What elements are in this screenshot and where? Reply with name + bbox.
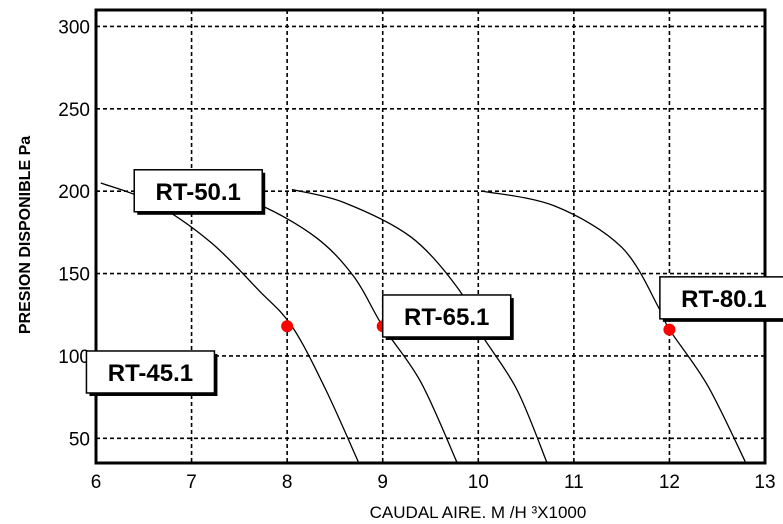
curve-label-RT-50.1: RT-50.1 [133,169,266,215]
y-tick-300: 300 [58,17,90,38]
y-tick-150: 150 [58,265,90,286]
grid [96,10,765,463]
y-tick-50: 50 [69,429,90,450]
x-axis-label: CAUDAL AIRE. M /H ³X1000 [370,503,587,522]
curve-label-box [381,294,512,338]
curve-label-RT-45.1: RT-45.1 [85,350,218,396]
curve-label-text: RT-80.1 [681,286,766,313]
curve-RT-45.1 [100,182,360,464]
curve-label-text: RT-45.1 [108,360,193,387]
x-tick-7: 7 [186,472,197,493]
x-tick-labels: 6 7 8 9 10 11 12 13 [91,472,776,493]
x-tick-13: 13 [754,472,775,493]
marker-RT-45.1 [281,320,294,333]
y-tick-200: 200 [58,182,90,203]
curve-label-text: RT-65.1 [404,304,489,331]
curve-labels: RT-50.1 RT-45.1 RT-65.1 RT-80.1 [85,169,783,396]
curve-label-box [659,276,783,320]
y-tick-100: 100 [58,347,90,368]
y-tick-labels: 50 100 150 200 250 300 [58,17,90,450]
x-tick-12: 12 [659,472,680,493]
curve-label-RT-65.1: RT-65.1 [381,294,514,340]
marker-RT-80.1 [663,323,676,336]
curve-label-RT-80.1: RT-80.1 [659,276,783,322]
x-tick-9: 9 [377,472,388,493]
curve-RT-65.1 [291,188,548,464]
x-tick-6: 6 [91,472,102,493]
curve-label-box [85,350,216,394]
y-tick-250: 250 [58,100,90,121]
x-tick-8: 8 [282,472,293,493]
plot-border [94,8,767,465]
curve-RT-80.1 [482,190,747,464]
y-axis-label: PRESION DISPONIBLE Pa [17,136,34,334]
plot-frame [94,8,767,465]
x-tick-10: 10 [468,472,489,493]
curve-label-text: RT-50.1 [156,179,241,206]
x-tick-11: 11 [564,472,584,493]
curve-label-box [133,169,263,213]
